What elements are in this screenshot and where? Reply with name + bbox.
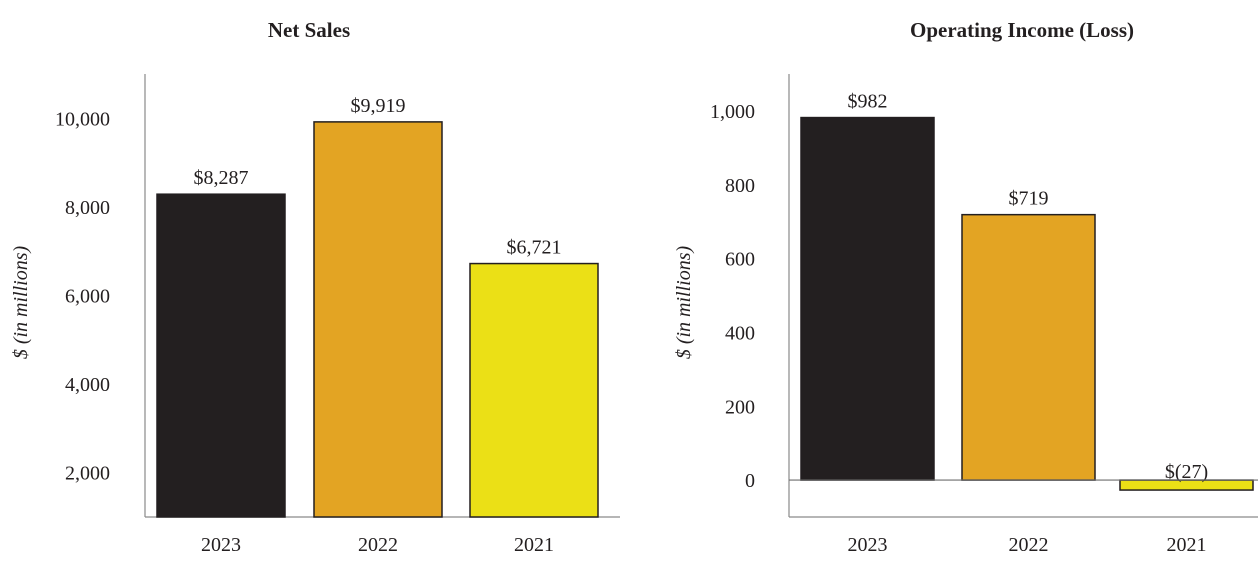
y-tick-label: 800: [725, 175, 755, 197]
chart-title: Operating Income (Loss): [910, 18, 1134, 42]
y-tick-label: 10,000: [55, 108, 110, 130]
y-tick-label: 6,000: [65, 286, 110, 308]
x-tick-label: 2023: [848, 534, 888, 556]
x-tick-label: 2022: [1009, 534, 1049, 556]
bar-2022: [313, 121, 443, 518]
y-tick-label: 1,000: [710, 101, 755, 123]
x-tick-label: 2021: [514, 534, 554, 556]
data-label: $9,919: [351, 95, 406, 117]
bar-2023: [156, 193, 286, 518]
data-label: $982: [848, 91, 888, 113]
x-tick-label: 2023: [201, 534, 241, 556]
y-tick-label: 2,000: [65, 463, 110, 485]
data-label: $6,721: [507, 237, 562, 259]
y-tick-label: 400: [725, 322, 755, 344]
y-tick-label: 0: [745, 470, 755, 492]
data-label: $719: [1009, 188, 1049, 210]
bar-2021: [469, 262, 599, 518]
y-tick-label: 600: [725, 249, 755, 271]
y-tick-label: 8,000: [65, 197, 110, 219]
data-label: $8,287: [194, 167, 249, 189]
y-axis-label: $ (in millions): [10, 246, 32, 360]
data-label: $(27): [1165, 461, 1208, 483]
bar-2022: [961, 213, 1096, 481]
x-tick-label: 2021: [1167, 534, 1207, 556]
y-tick-label: 200: [725, 396, 755, 418]
bar-2023: [800, 116, 935, 481]
y-tick-label: 4,000: [65, 374, 110, 396]
x-tick-label: 2022: [358, 534, 398, 556]
chart-title: Net Sales: [268, 18, 350, 42]
y-axis-label: $ (in millions): [673, 246, 695, 360]
